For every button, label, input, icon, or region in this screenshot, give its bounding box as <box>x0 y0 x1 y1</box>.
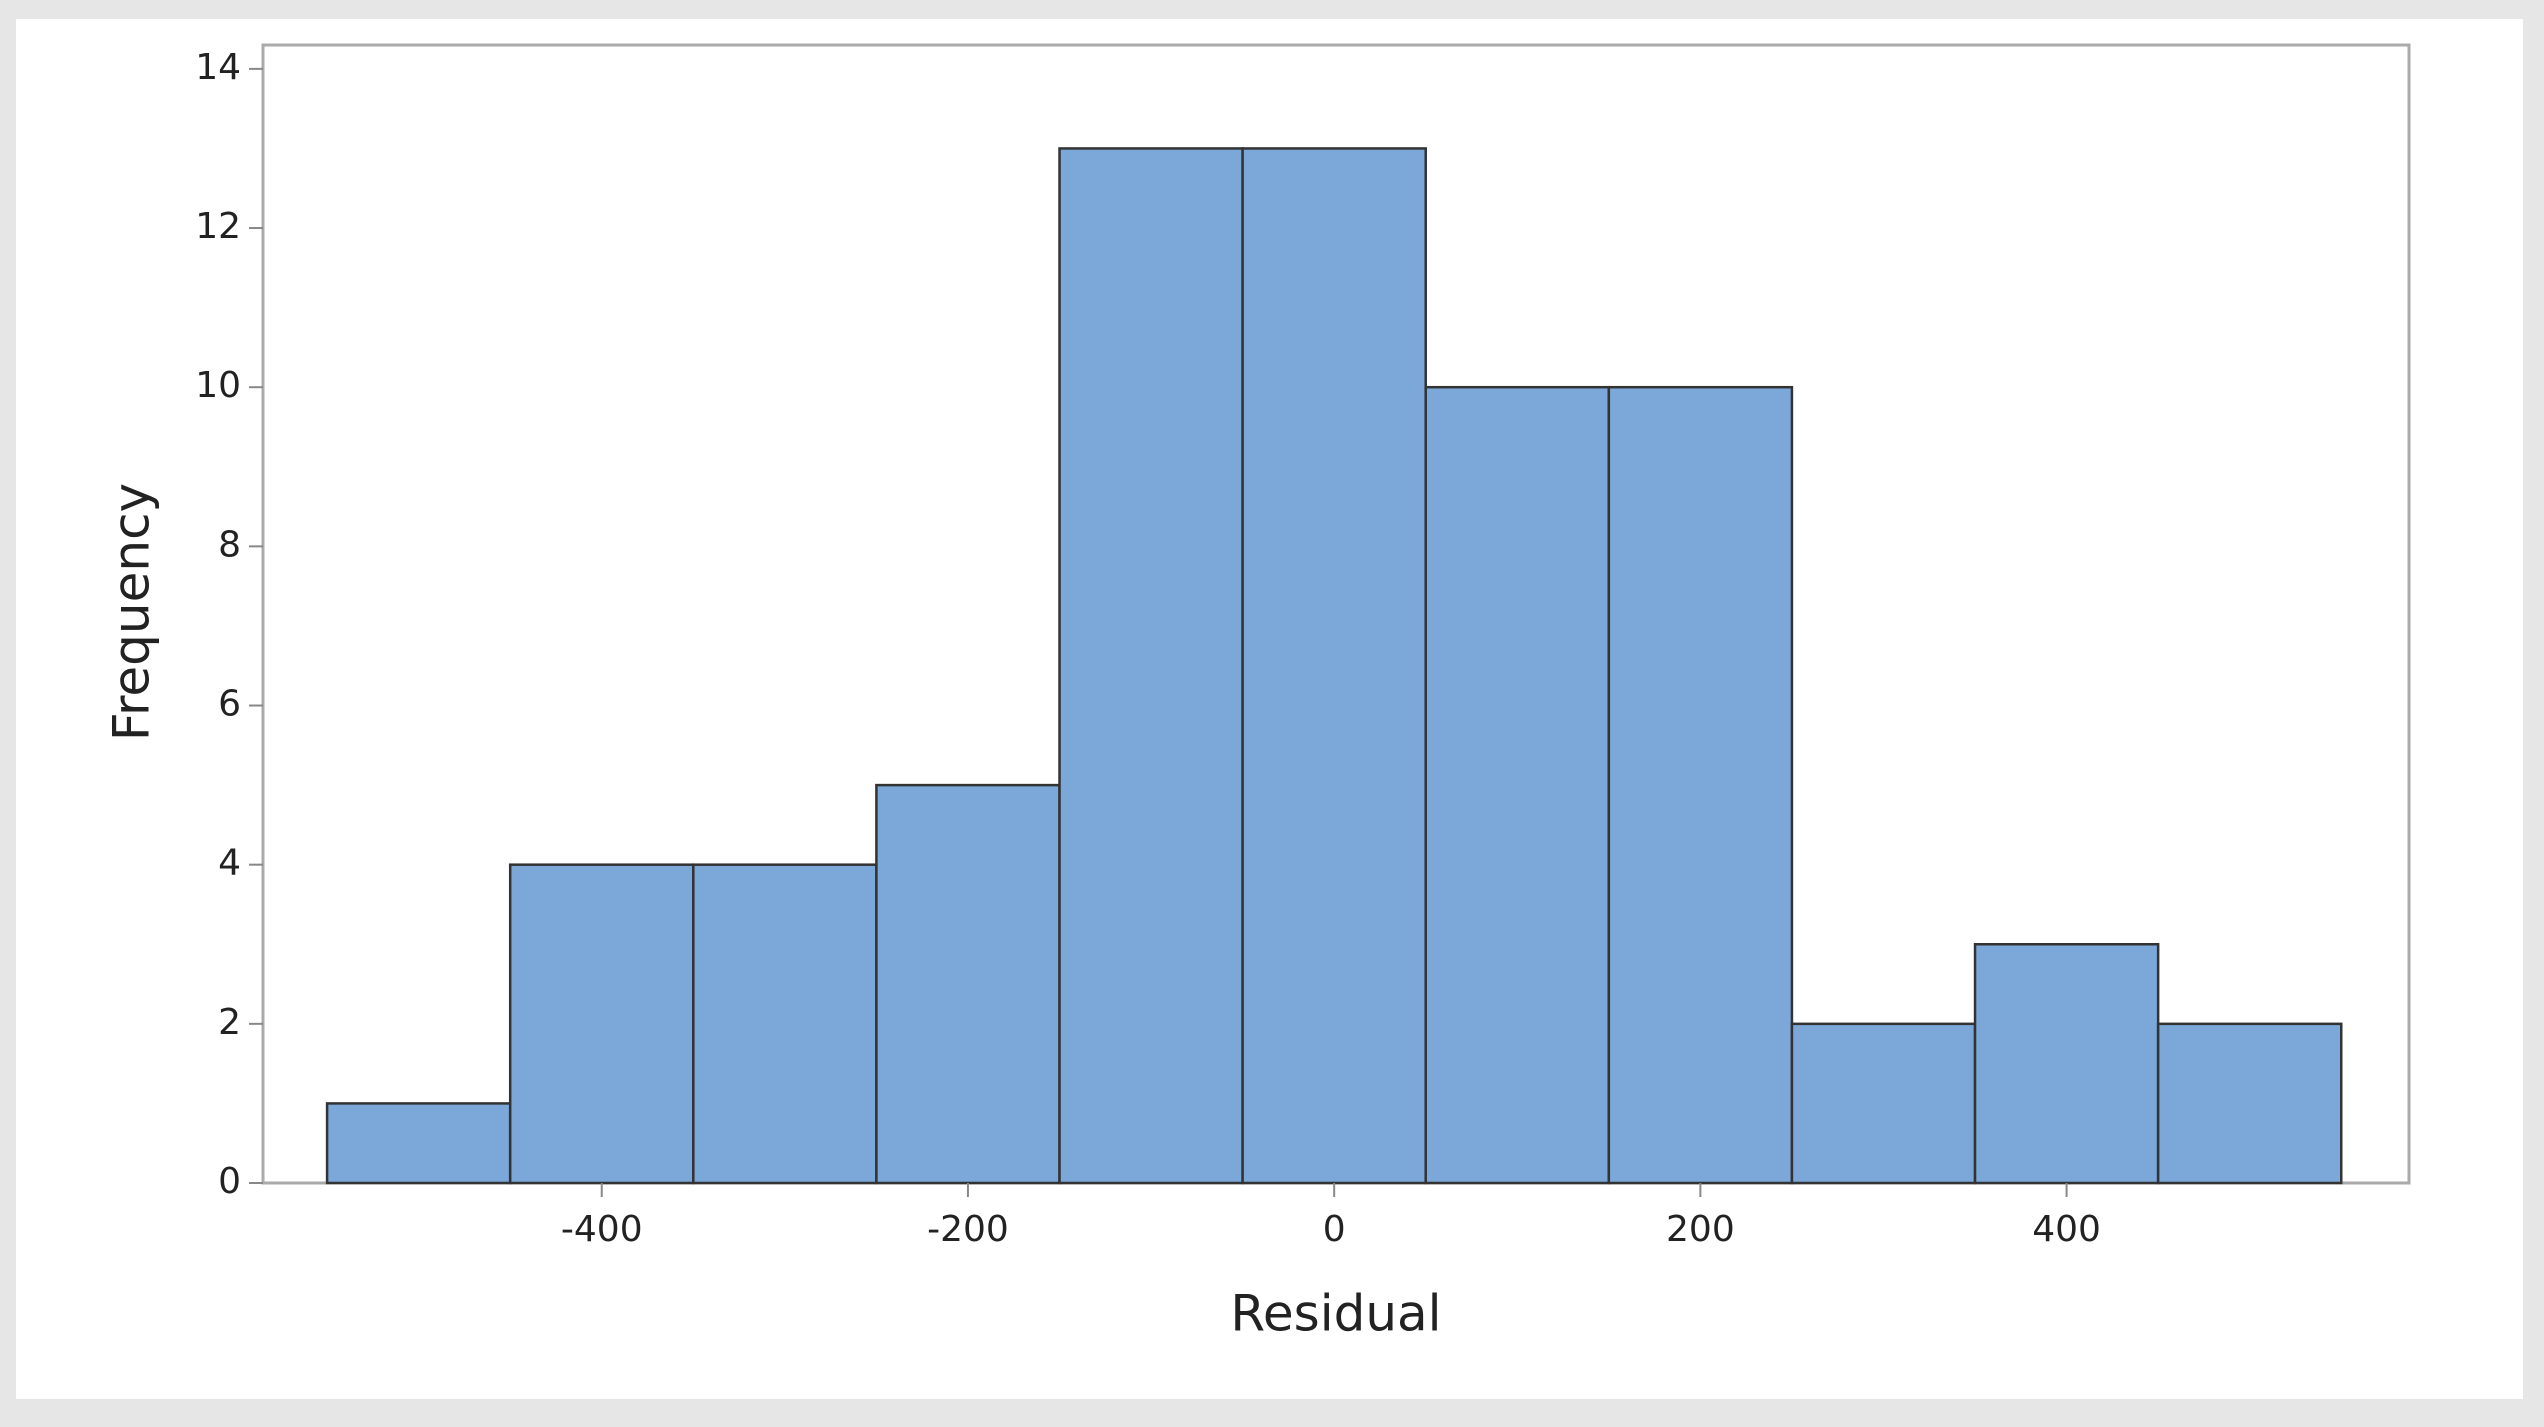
y-tick-label: 4 <box>218 843 241 884</box>
bar <box>875 783 1061 1185</box>
bar <box>2156 1022 2343 1185</box>
x-tick-label: 400 <box>2032 1209 2101 1250</box>
bar <box>325 1102 512 1185</box>
bar <box>1241 147 1427 1185</box>
bar <box>1607 385 1794 1185</box>
bar <box>692 863 878 1185</box>
x-axis-label: Residual <box>1230 1285 1441 1343</box>
y-tick-label: 8 <box>218 524 241 565</box>
bar <box>1973 943 2160 1185</box>
y-tick-label: 0 <box>218 1161 241 1202</box>
bar <box>1790 1022 1977 1185</box>
bar <box>1424 385 1611 1185</box>
y-tick-label: 10 <box>195 365 241 406</box>
y-axis-label: Frequency <box>103 483 161 741</box>
x-tick-label: -400 <box>561 1209 643 1250</box>
x-tick-label: 200 <box>1666 1209 1735 1250</box>
x-tick-label: 0 <box>1323 1209 1346 1250</box>
x-tick-label: -200 <box>927 1209 1009 1250</box>
bar <box>1058 147 1244 1185</box>
y-tick-label: 14 <box>195 47 241 88</box>
bar <box>508 863 695 1185</box>
y-tick-label: 12 <box>195 206 241 247</box>
y-tick-label: 6 <box>218 684 241 725</box>
y-tick-label: 2 <box>218 1002 241 1043</box>
